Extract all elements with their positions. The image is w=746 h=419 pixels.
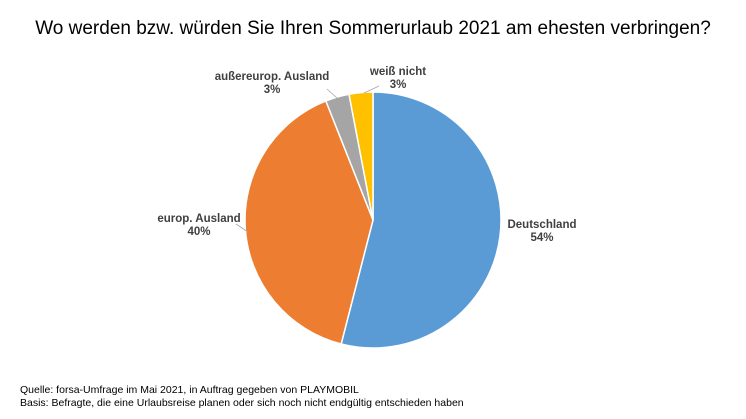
slice-label-europ-ausland: europ. Ausland	[157, 213, 240, 225]
leader-line-europ-ausland	[235, 223, 249, 233]
pie-slice-deutschland	[340, 91, 502, 349]
basis-note: Basis: Befragte, die eine Urlaubsreise p…	[20, 397, 464, 409]
leader-line-aussereurop-ausland	[326, 88, 338, 99]
slice-value-deutschland: 54%	[530, 232, 553, 244]
chart-title: Wo werden bzw. würden Sie Ihren Sommerur…	[35, 18, 711, 39]
slice-label-aussereurop-ausland: außereurop. Ausland	[215, 71, 330, 83]
source-note: Quelle: forsa-Umfrage im Mai 2021, in Au…	[20, 384, 359, 396]
pie-slice-weiss-nicht	[348, 91, 374, 221]
slice-label-weiss-nicht: weiß nicht	[369, 66, 426, 78]
pie-slice-europ-ausland	[244, 100, 374, 345]
slice-value-aussereurop-ausland: 3%	[264, 84, 281, 96]
slice-label-deutschland: Deutschland	[507, 219, 576, 231]
leader-line-weiss-nicht	[363, 85, 380, 94]
slice-value-europ-ausland: 40%	[187, 226, 210, 238]
slice-value-weiss-nicht: 3%	[390, 79, 407, 91]
